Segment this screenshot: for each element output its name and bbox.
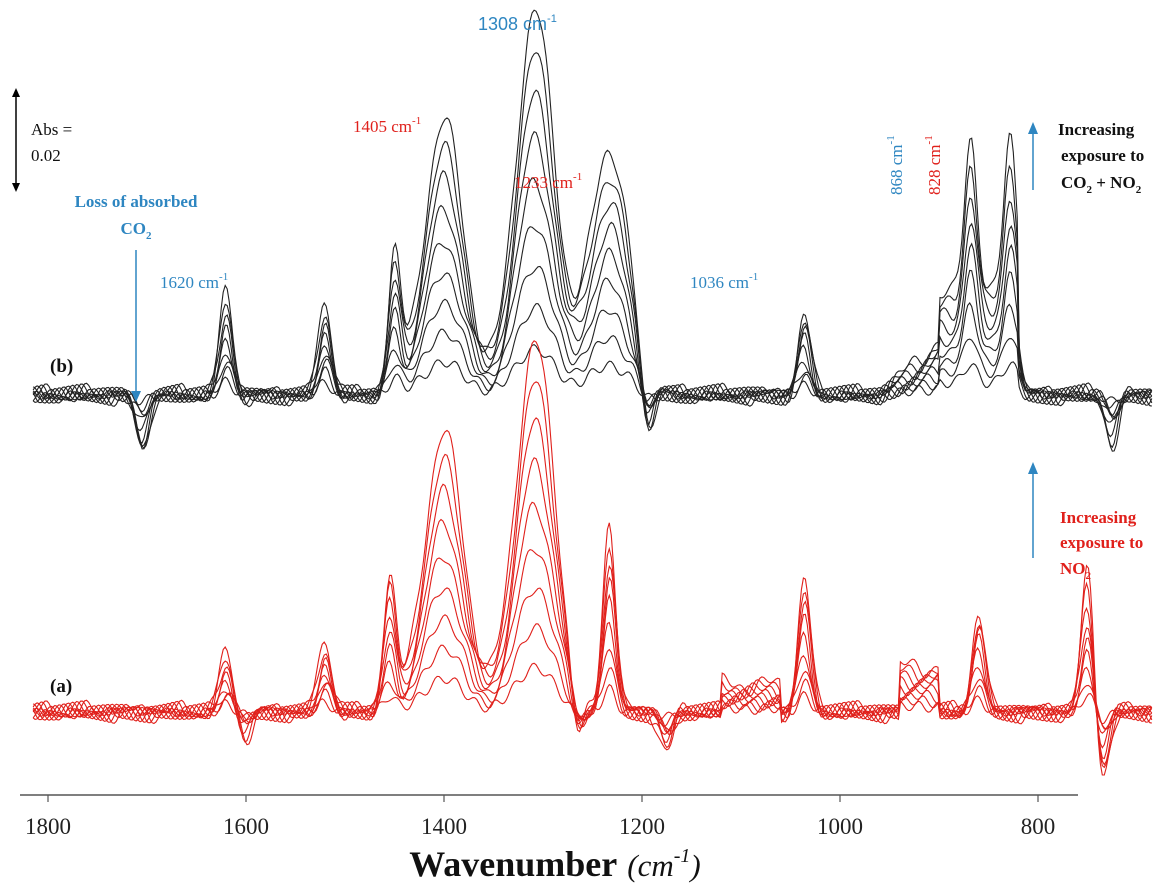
annotation-1036: 1036 cm-1 <box>690 271 758 292</box>
annotation-1308: 1308 cm-1 <box>478 13 557 34</box>
spectrum-line <box>32 340 1153 776</box>
annotation-868: 868 cm-1 <box>885 135 906 195</box>
annotation-828: 828 cm-1 <box>923 135 944 195</box>
spectrum-line <box>32 89 1153 450</box>
x-tick-label: 1600 <box>223 814 269 839</box>
top-arrow-head <box>1028 122 1038 134</box>
annotation-1620: 1620 cm-1 <box>160 271 228 292</box>
panel-label-a: (a) <box>50 676 72 697</box>
bottom-arrow-head <box>1028 462 1038 474</box>
top-right-line3: CO2 + NO2 <box>1061 173 1142 196</box>
loss-arrow-head <box>131 391 141 402</box>
loss-label-line1: Loss of absorbed <box>75 192 198 211</box>
x-axis-unit: (cm <box>627 848 673 883</box>
x-tick-label: 1800 <box>25 814 71 839</box>
scale-bar: Abs = 0.02 <box>12 88 72 192</box>
spectrum-line <box>32 9 1153 452</box>
spectrum-line <box>32 587 1153 734</box>
panel-label-b: (b) <box>50 356 73 377</box>
spectra-b-group <box>32 9 1153 452</box>
bottom-right-line1: Increasing <box>1060 508 1137 527</box>
spectrum-line <box>32 265 1153 417</box>
spectra-a-group <box>32 340 1153 776</box>
x-axis-label: Wavenumber <box>409 844 617 884</box>
top-right-line1: Increasing <box>1058 120 1135 139</box>
scale-bar-arrow-up <box>12 88 20 97</box>
annotation-1233: 1233 cm-1 <box>514 171 582 192</box>
x-axis-title: Wavenumber (cm-1) <box>409 844 701 884</box>
loss-annotation: Loss of absorbed CO2 <box>75 192 198 402</box>
bottom-right-line3: NO2 <box>1060 559 1092 582</box>
top-right-line2: exposure to <box>1061 146 1144 165</box>
loss-label-line2: CO2 <box>121 219 153 242</box>
x-tick-label: 800 <box>1021 814 1056 839</box>
top-right-note: Increasing exposure to CO2 + NO2 <box>1028 120 1144 196</box>
x-tick-label: 1400 <box>421 814 467 839</box>
spectrum-line <box>32 381 1152 769</box>
x-tick-label: 1000 <box>817 814 863 839</box>
spectrum-line <box>32 303 1153 413</box>
x-ticks: 1800 1600 1400 1200 1000 800 <box>25 795 1055 839</box>
x-tick-label: 1200 <box>619 814 665 839</box>
annotation-1405: 1405 cm-1 <box>353 115 421 136</box>
bottom-right-note: Increasing exposure to NO2 <box>1028 462 1143 582</box>
spectrum-line <box>32 52 1152 450</box>
scale-bar-label-1: Abs = <box>31 120 72 139</box>
bottom-right-line2: exposure to <box>1060 533 1143 552</box>
scale-bar-label-2: 0.02 <box>31 146 61 165</box>
x-axis-unit-sup: -1 <box>674 845 691 867</box>
scale-bar-arrow-down <box>12 183 20 192</box>
x-axis-unit-close: ) <box>688 848 700 883</box>
spectrum-line <box>32 226 1153 420</box>
spectrum-line <box>32 131 1153 444</box>
